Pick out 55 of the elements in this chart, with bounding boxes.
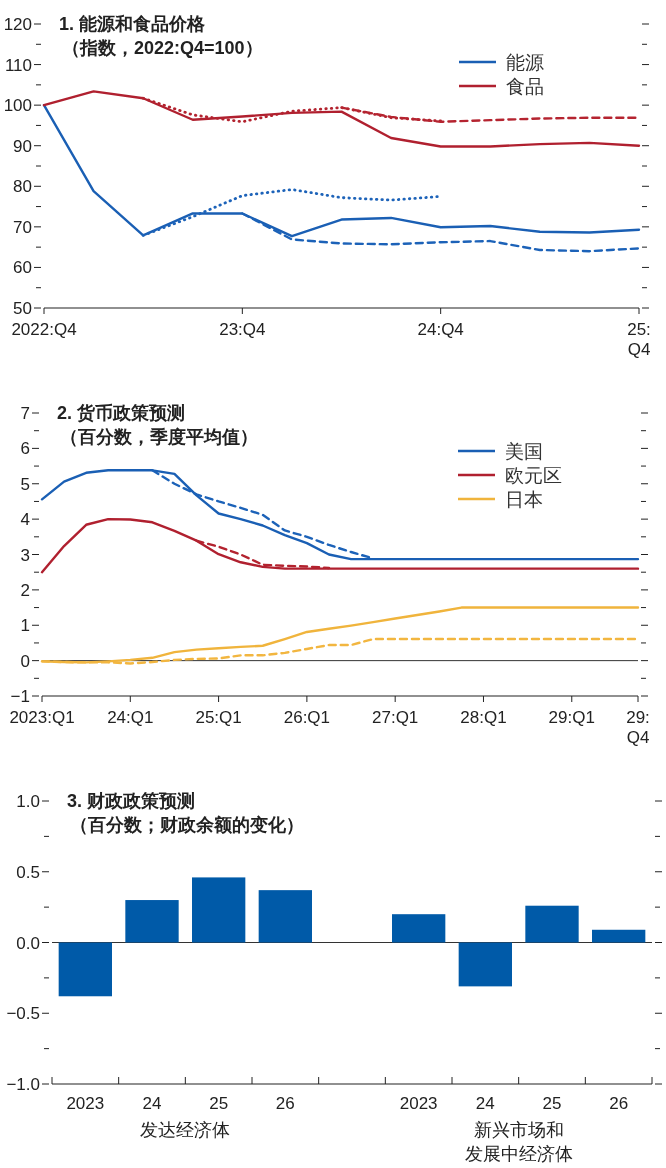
y-tick-label: 1	[20, 616, 30, 636]
x-tick-label: 25	[209, 1094, 229, 1113]
x-tick-label: 2023	[399, 1094, 438, 1113]
legend-label: 日本	[505, 489, 543, 510]
x-tick-label: 29:Q1	[548, 708, 595, 727]
chart-title: 3. 财政政策预测	[67, 791, 196, 811]
chart-title: 2. 货币政策预测	[57, 403, 186, 423]
y-tick-label: 0	[20, 651, 30, 671]
x-tick-label: 26	[609, 1094, 629, 1113]
legend-label: 食品	[506, 76, 544, 97]
y-tick-label: 100	[3, 96, 32, 116]
y-tick-label: −1.0	[6, 1075, 40, 1094]
y-tick-label: 3	[20, 545, 30, 565]
x-tick-label: 2022:Q4	[11, 320, 77, 339]
x-tick-label: 26:Q1	[283, 708, 331, 727]
x-tick-label: 28:Q1	[460, 708, 507, 727]
x-tick-label: 26	[275, 1094, 295, 1113]
y-tick-label: 0.0	[16, 933, 40, 953]
x-tick-label: 24:Q4	[417, 320, 464, 339]
y-tick-label: −0.5	[6, 1004, 40, 1024]
chart-title: 1. 能源和食品价格	[59, 14, 207, 34]
y-tick-label: 60	[13, 258, 32, 278]
y-tick-label: 0.5	[16, 862, 40, 882]
y-tick-label: 80	[13, 177, 32, 197]
x-tick-label: 25:Q1	[195, 708, 242, 727]
x-tick-label: 25	[542, 1094, 562, 1113]
x-tick-label: 24	[142, 1094, 162, 1113]
x-tick-label: 2023	[66, 1094, 105, 1113]
y-tick-label: 4	[20, 510, 30, 530]
legend-label: 欧元区	[505, 465, 562, 486]
y-tick-label: 5	[20, 474, 30, 494]
x-tick-label: 23:Q4	[219, 320, 266, 339]
y-tick-label: 120	[3, 15, 32, 34]
y-tick-label: 7	[20, 404, 30, 423]
y-tick-label: 110	[4, 55, 32, 75]
text: 新兴市场和发展中经济体	[464, 1120, 573, 1164]
x-tick-label: 2023:Q1	[9, 708, 75, 727]
y-tick-label: 1.0	[16, 792, 40, 811]
text: （指数，2022:Q4=100）	[62, 38, 263, 58]
y-tick-label: 70	[13, 217, 32, 237]
x-tick-label: 25:Q4	[627, 320, 651, 359]
x-tick-label: 24	[475, 1094, 495, 1113]
legend-label: 美国	[505, 441, 543, 462]
y-tick-label: 50	[13, 299, 32, 318]
text: （百分数；财政余额的变化）	[70, 815, 304, 835]
y-tick-label: 90	[13, 136, 32, 156]
y-tick-label: 2	[20, 580, 30, 600]
y-tick-label: 6	[20, 439, 30, 459]
x-tick-label: 27:Q1	[372, 708, 419, 727]
x-tick-label: 24:Q1	[107, 708, 154, 727]
y-tick-label: −1	[10, 687, 30, 706]
text: （百分数，季度平均值）	[60, 427, 258, 447]
x-tick-label: 29:Q4	[626, 708, 650, 747]
legend-label: 能源	[506, 52, 544, 73]
text: 发达经济体	[140, 1120, 231, 1140]
